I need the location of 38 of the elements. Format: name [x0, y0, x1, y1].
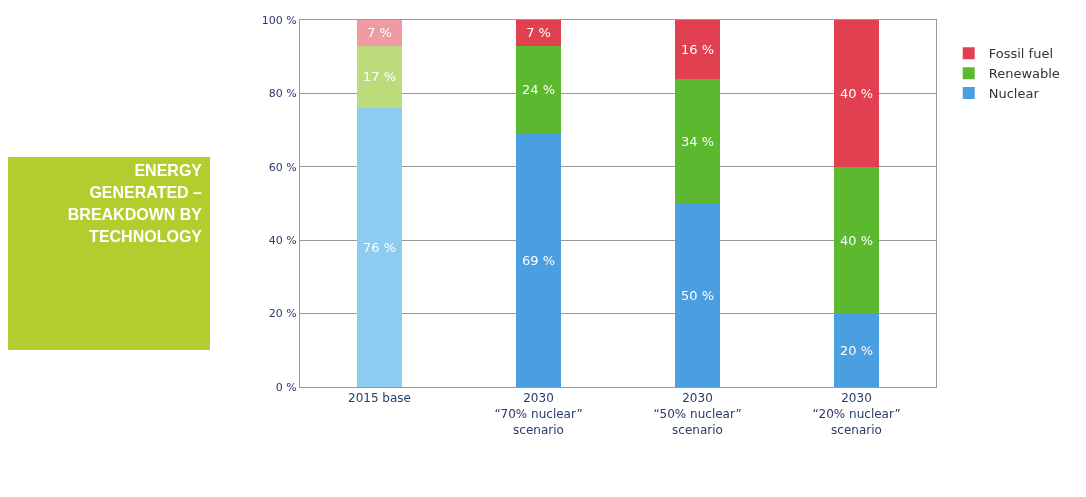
data-label: 7 %	[526, 25, 551, 41]
data-label: 40 %	[839, 232, 874, 248]
text: ENERGY GENERATED – BREAKDOWN BY TECHNOLOGY	[66, 161, 202, 247]
y-tick-label: 80 %	[268, 87, 297, 101]
y-tick-label: 60 %	[268, 160, 297, 174]
data-label: 69 %	[521, 252, 556, 268]
data-label: 7 %	[367, 25, 392, 41]
bar	[516, 133, 561, 387]
bar	[834, 313, 879, 387]
y-tick-label: 20 %	[268, 307, 297, 321]
legend-label: Renewable	[988, 66, 1060, 82]
y-tick-label: 0 %	[275, 380, 297, 394]
bar	[834, 166, 879, 314]
data-label: 24 %	[521, 82, 556, 98]
data-label: 34 %	[680, 133, 715, 149]
x-tick-label: 2030 “50% nuclear” scenario	[653, 391, 742, 437]
bar	[357, 20, 402, 46]
y-tick-label: 100 %	[261, 13, 297, 27]
x-tick-label: 2030 “20% nuclear” scenario	[812, 391, 901, 437]
bar	[675, 203, 720, 387]
legend-label: Fossil fuel	[988, 46, 1054, 62]
x-tick-label: 2030 “70% nuclear” scenario	[494, 391, 583, 437]
legend-label: Nuclear	[988, 86, 1040, 102]
bar	[675, 20, 720, 79]
data-label: 16 %	[680, 41, 715, 57]
bar	[834, 20, 879, 167]
data-label: 40 %	[839, 85, 874, 101]
data-label: 17 %	[362, 69, 397, 85]
x-tick-label: 2015 base	[348, 391, 411, 406]
bar	[516, 45, 561, 134]
bar	[675, 78, 720, 204]
bar	[357, 45, 402, 109]
data-label: 76 %	[362, 240, 397, 256]
data-label: 50 %	[680, 287, 715, 303]
bar	[357, 108, 402, 387]
y-tick-label: 40 %	[268, 234, 297, 248]
data-label: 20 %	[839, 342, 874, 358]
bar	[516, 20, 561, 46]
